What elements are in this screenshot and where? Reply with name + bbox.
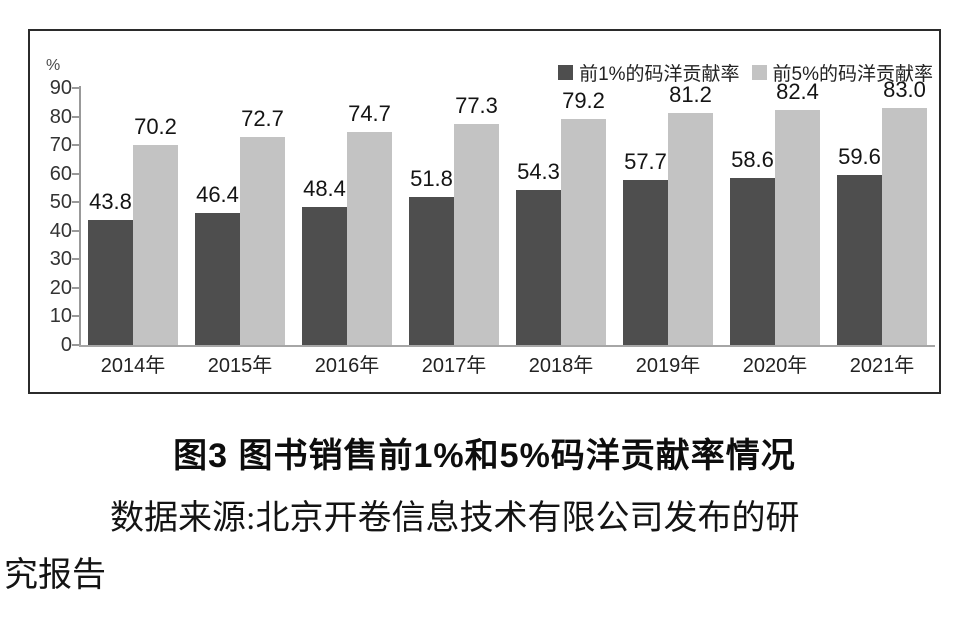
x-axis-category-label: 2019年 xyxy=(635,355,701,377)
y-tick-label: 70 xyxy=(49,134,72,157)
y-tick-mark xyxy=(72,144,79,147)
y-tick-label: 80 xyxy=(49,105,72,128)
bar-value-label: 82.4 xyxy=(776,79,819,104)
bar-top1 xyxy=(837,175,882,345)
y-tick-label: 30 xyxy=(49,248,72,271)
y-tick-label: 20 xyxy=(49,276,72,299)
bar-value-label: 46.4 xyxy=(196,182,239,207)
bar-value-label: 58.6 xyxy=(731,147,774,172)
legend-item-top5: 前5%的码洋贡献率 xyxy=(751,59,933,86)
bar-value-label: 57.7 xyxy=(624,149,667,174)
y-tick-label: 50 xyxy=(49,191,72,214)
bar-top5 xyxy=(240,137,285,345)
bar-top1 xyxy=(623,180,668,345)
legend-swatch-light xyxy=(751,65,767,80)
bar-top1 xyxy=(409,197,454,345)
y-tick-label: 60 xyxy=(49,162,72,185)
y-tick-mark xyxy=(72,344,79,346)
bar-value-label: 48.4 xyxy=(303,176,346,201)
bar-value-label: 43.8 xyxy=(89,189,132,214)
y-tick-label: 90 xyxy=(49,77,72,99)
bar-top1 xyxy=(88,220,133,345)
x-axis-category-label: 2014年 xyxy=(100,355,166,377)
legend-label-top5: 前5%的码洋贡献率 xyxy=(772,64,933,85)
legend-item-top1: 前1%的码洋贡献率 xyxy=(558,59,740,86)
y-tick-mark xyxy=(72,258,79,261)
bar-value-label: 79.2 xyxy=(562,88,605,113)
plot-area: 0 10 20 30 40 50 60 70 80 90 43.8 70.2 2014年 46.4 72.7… xyxy=(30,31,939,392)
y-tick-mark xyxy=(72,286,79,289)
y-tick-label: 40 xyxy=(49,219,72,242)
data-source-note: 数据来源:北京开卷信息技术有限公司发布的研 究报告 xyxy=(4,490,965,604)
x-axis-line xyxy=(79,345,935,347)
bar-value-label: 83.0 xyxy=(883,77,926,102)
x-axis-category-label: 2016年 xyxy=(314,355,380,377)
bar-top5 xyxy=(882,108,927,345)
y-tick-mark xyxy=(72,229,79,232)
y-axis-unit-label: % xyxy=(46,57,61,74)
y-tick-mark xyxy=(72,115,79,118)
bar-value-label: 54.3 xyxy=(517,159,560,184)
data-source-line-1: 数据来源:北京开卷信息技术有限公司发布的研 xyxy=(110,500,800,537)
bar-value-label: 77.3 xyxy=(455,93,498,118)
x-axis-category-label: 2018年 xyxy=(528,355,594,377)
bar-top5 xyxy=(454,124,499,345)
data-source-line-2: 究报告 xyxy=(4,557,106,594)
bar-value-label: 51.8 xyxy=(410,166,453,191)
bar-value-label: 72.7 xyxy=(241,106,284,131)
figure-caption: 图3 图书销售前1%和5%码洋贡献率情况 xyxy=(173,437,796,475)
bar-top5 xyxy=(133,145,178,345)
legend-swatch-dark xyxy=(558,65,574,80)
chart-frame: % 前1%的码洋贡献率 前5%的码洋贡献率 0 10 20 30 40 50 60 70 80 9… xyxy=(28,29,941,394)
bar-value-label: 74.7 xyxy=(348,101,391,126)
bar-top1 xyxy=(302,207,347,345)
bar-top5 xyxy=(775,110,820,345)
bar-top1 xyxy=(516,190,561,345)
x-axis-category-label: 2015年 xyxy=(207,355,273,377)
x-axis-category-label: 2021年 xyxy=(849,355,915,377)
y-axis-line xyxy=(79,86,81,347)
y-tick-mark xyxy=(72,87,79,89)
bar-value-label: 59.6 xyxy=(838,144,881,169)
y-tick-mark xyxy=(72,172,79,175)
bar-value-label: 81.2 xyxy=(669,82,712,107)
y-tick-label: 0 xyxy=(60,334,72,356)
bar-top5 xyxy=(668,113,713,345)
bar-top1 xyxy=(195,213,240,345)
bar-value-label: 70.2 xyxy=(134,114,177,139)
bar-top1 xyxy=(730,178,775,345)
y-tick-mark xyxy=(72,201,79,204)
x-axis-category-label: 2017年 xyxy=(421,355,487,377)
legend-label-top1: 前1%的码洋贡献率 xyxy=(579,64,740,85)
x-axis-category-label: 2020年 xyxy=(742,355,808,377)
bar-top5 xyxy=(561,119,606,345)
y-tick-mark xyxy=(72,315,79,318)
bar-top5 xyxy=(347,132,392,345)
chart-legend: 前1%的码洋贡献率 前5%的码洋贡献率 xyxy=(558,59,933,86)
y-tick-label: 10 xyxy=(49,305,72,328)
